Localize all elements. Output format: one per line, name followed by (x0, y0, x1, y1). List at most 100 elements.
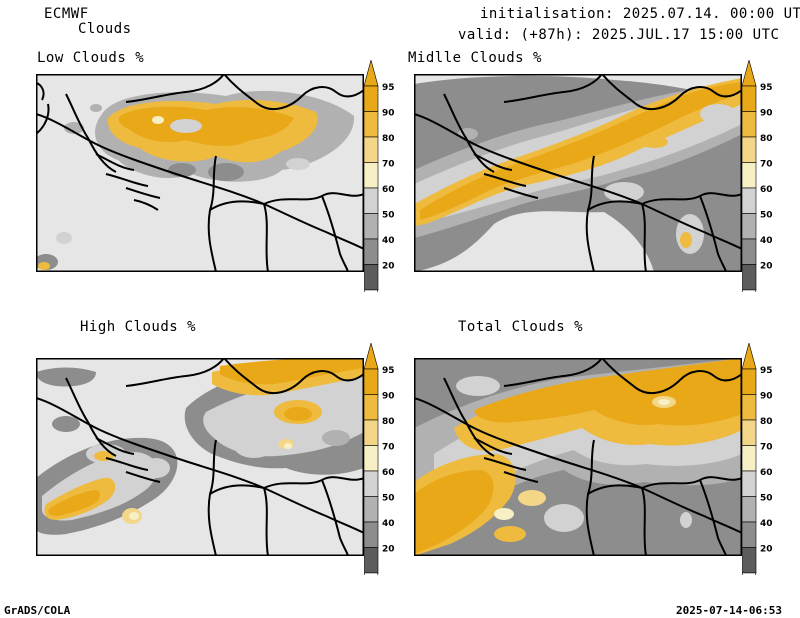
colorbar-tick-label: 70 (382, 160, 395, 170)
cloud-cover-area (170, 119, 202, 133)
colorbar-min-arrow (363, 289, 379, 318)
colorbar-segment (741, 111, 757, 138)
colorbar-segment (363, 368, 379, 395)
panel-title-low: Low Clouds % (37, 50, 145, 66)
border-line (473, 153, 539, 199)
border-line (95, 153, 161, 211)
map-panel-low (36, 74, 364, 272)
valid-time: valid: (+87h): 2025.JUL.17 15:00 UTC (458, 27, 780, 43)
colorbar-tick-label: 95 (382, 366, 395, 376)
colorbar-tick-label: 50 (382, 494, 395, 504)
colorbar-segment (363, 136, 379, 163)
cloud-cover-area (52, 416, 80, 432)
border-line (125, 74, 225, 103)
border-line (125, 358, 225, 387)
cloud-cover-area (680, 232, 692, 248)
colorbar-segment (741, 470, 757, 497)
cloud-cover-area (168, 163, 196, 177)
colorbar-segment (741, 394, 757, 421)
colorbar-tick-label: 80 (382, 417, 395, 427)
cloud-cover-area (418, 360, 462, 376)
colorbar-tick-label: 60 (382, 185, 395, 195)
map-frame (36, 74, 364, 272)
colorbar-segment (741, 136, 757, 163)
colorbar-tick-label: 20 (382, 545, 395, 555)
colorbar-tick-label: 95 (382, 83, 395, 93)
colorbar-max-arrow (741, 341, 757, 370)
colorbar-segment (363, 213, 379, 240)
panel-title-total: Total Clouds % (458, 319, 584, 335)
colorbar-segment (741, 238, 757, 265)
cloud-cover-area (494, 526, 526, 542)
border-line (321, 479, 349, 556)
colorbar-max-arrow (363, 58, 379, 87)
colorbar-segment (363, 547, 379, 574)
cloud-cover-area (286, 158, 310, 170)
cloud-cover-area (284, 443, 292, 449)
border-line (414, 397, 742, 534)
border-line (587, 484, 647, 556)
colorbar-segment (363, 394, 379, 421)
colorbar-tick-label: 70 (760, 160, 773, 170)
cloud-cover-area (64, 122, 84, 134)
cloud-cover-area (414, 470, 494, 554)
map-panel-middle (414, 74, 742, 272)
colorbar-tick-label: 70 (382, 443, 395, 453)
map-frame (414, 358, 742, 556)
cloud-cover-area (142, 458, 170, 478)
colorbar-segment (741, 187, 757, 214)
colorbar-segment (741, 445, 757, 472)
cloud-cover-area (284, 407, 312, 421)
colorbar-segment (363, 162, 379, 189)
cloud-cover-area (640, 136, 668, 148)
border-line (209, 484, 269, 556)
cloud-cover-area (118, 106, 294, 147)
colorbar-total: 95 90 80 70 60 50 40 20 (741, 341, 778, 601)
map-middle-clouds (414, 74, 742, 272)
border-line (601, 74, 742, 111)
colorbar-segment (741, 419, 757, 446)
colorbar-segment (741, 162, 757, 189)
colorbar-middle: 95 90 80 70 60 50 40 20 (741, 58, 778, 318)
cloud-cover-area (494, 508, 514, 520)
cloud-cover-area (700, 104, 736, 124)
border-line (699, 479, 727, 556)
border-line (36, 397, 364, 534)
colorbar-segment (741, 85, 757, 112)
border-line (601, 358, 742, 395)
colorbar-tick-label: 80 (760, 417, 773, 427)
colorbar-tick-label: 60 (382, 468, 395, 478)
border-line (36, 113, 364, 250)
cloud-cover-area (604, 182, 644, 202)
colorbar-segment (363, 238, 379, 265)
colorbar-low: 95 90 80 70 60 50 40 20 (363, 58, 400, 318)
colorbar-segment (741, 368, 757, 395)
map-high-clouds (36, 358, 364, 556)
cloud-cover-area (48, 490, 100, 516)
footer-software: GrADS/COLA (4, 604, 71, 617)
colorbar-tick-label: 60 (760, 185, 773, 195)
map-total-clouds (414, 358, 742, 556)
colorbar-segment (741, 521, 757, 548)
cloud-cover-area (56, 232, 72, 244)
colorbar-tick-label: 40 (382, 519, 395, 529)
colorbar-segment (741, 496, 757, 523)
colorbar-graphic: 95 90 80 70 60 50 40 20 (363, 341, 395, 601)
map-panel-total (414, 358, 742, 556)
colorbar-segment (741, 213, 757, 240)
border-line (503, 74, 603, 103)
colorbar-tick-label: 20 (760, 262, 773, 272)
cloud-cover-area (234, 434, 274, 458)
colorbar-tick-label: 40 (382, 236, 395, 246)
border-line (36, 81, 45, 101)
colorbar-tick-label: 50 (760, 494, 773, 504)
colorbar-segment (363, 419, 379, 446)
cloud-cover-area (152, 116, 164, 124)
colorbar-graphic: 95 90 80 70 60 50 40 20 (741, 341, 773, 601)
border-line (223, 358, 364, 395)
colorbar-min-arrow (363, 572, 379, 601)
colorbar-segment (363, 445, 379, 472)
cloud-cover-area (544, 504, 584, 532)
cloud-cover-area (129, 512, 139, 520)
border-line (209, 200, 269, 272)
